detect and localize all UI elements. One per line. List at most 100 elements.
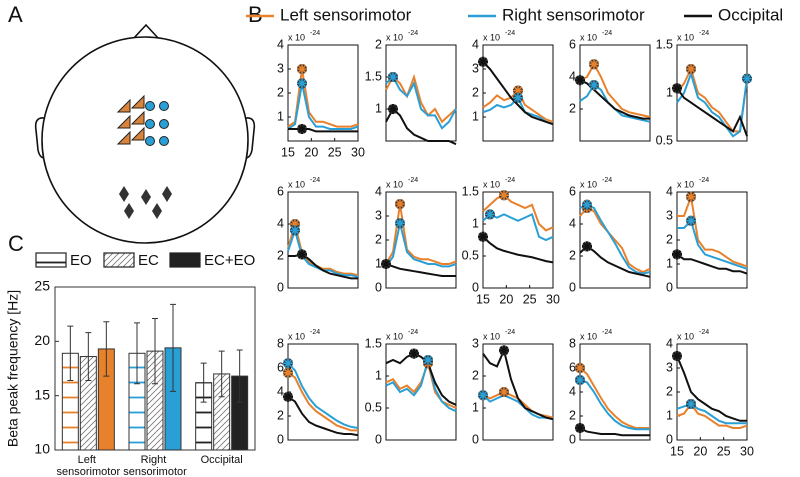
- x-tick-label: Left sensorimotor: [57, 454, 121, 477]
- peak-core: [478, 231, 488, 242]
- peak-marker: [513, 85, 523, 96]
- series-line: [385, 222, 457, 268]
- y-tick-label: 2: [472, 368, 479, 382]
- plot-frame: [676, 343, 748, 441]
- peak-marker: [499, 190, 509, 201]
- peak-core: [290, 219, 300, 229]
- peak-core: [283, 367, 293, 378]
- y-tick-label: 1.5: [656, 37, 673, 51]
- x-tick-label: 30: [351, 145, 365, 159]
- peak-marker: [686, 64, 696, 74]
- peak-core: [672, 83, 682, 94]
- peak-marker: [478, 390, 488, 401]
- y-tick-label: 6: [569, 360, 576, 374]
- peak-core: [686, 191, 696, 202]
- y-tick-label: 4: [277, 384, 284, 398]
- peak-core: [513, 92, 523, 103]
- series-line: [385, 352, 457, 406]
- error-bar: [103, 321, 110, 377]
- y-multiplier-exponent: -24: [408, 329, 418, 336]
- head-diagram: [34, 23, 256, 244]
- y-tick-label: 0: [277, 280, 284, 294]
- series-line: [677, 192, 748, 268]
- y-multiplier-exponent: -24: [505, 329, 515, 336]
- peak-marker: [575, 363, 585, 373]
- peak-core: [297, 78, 307, 89]
- y-tick-label: 4: [375, 184, 382, 198]
- y-tick-label: 3: [666, 360, 673, 374]
- peak-marker: [388, 104, 398, 114]
- peak-core: [478, 56, 488, 67]
- y-tick-label: 0.5: [656, 133, 673, 147]
- peak-core: [575, 75, 585, 86]
- plot-frame: [579, 343, 651, 441]
- peak-marker: [478, 56, 488, 67]
- x-tick-label: Right sensorimotor: [123, 454, 187, 477]
- peak-marker: [582, 241, 592, 252]
- peak-marker: [513, 92, 523, 103]
- peak-core: [582, 241, 592, 252]
- series-line: [385, 73, 457, 124]
- y-tick-label: 2: [375, 232, 382, 246]
- peak-marker: [575, 375, 585, 385]
- peak-marker: [485, 209, 495, 220]
- peak-core: [575, 375, 585, 385]
- y-multiplier-exponent: -24: [699, 177, 709, 184]
- peak-core: [499, 190, 509, 201]
- y-multiplier: x 10: [483, 179, 500, 189]
- y-tick-label: 2: [666, 384, 673, 398]
- peak-marker: [297, 64, 307, 74]
- peak-marker: [575, 75, 585, 86]
- y-multiplier-exponent: -24: [505, 30, 515, 37]
- y-multiplier: x 10: [483, 331, 500, 341]
- y-tick-label: 3: [277, 61, 284, 75]
- y-tick-label: 2: [569, 408, 576, 422]
- y-tick-label: 1.5: [365, 69, 382, 83]
- y-tick-label: 6: [277, 360, 284, 374]
- y-tick-label: 6: [569, 184, 576, 198]
- legend-label: EC+EO: [204, 252, 255, 269]
- series-line: [579, 367, 650, 429]
- y-tick-label: 6: [277, 184, 284, 198]
- occipital-electrodes: [119, 186, 172, 219]
- y-tick-label: 25: [34, 278, 50, 294]
- y-tick-label: 0: [569, 432, 576, 446]
- peak-core: [686, 64, 696, 74]
- peak-marker: [589, 59, 599, 70]
- error-bar: [218, 350, 225, 398]
- y-tick-label: 1: [666, 256, 673, 270]
- y-multiplier-exponent: -24: [310, 177, 320, 184]
- peak-marker: [499, 387, 509, 397]
- y-tick-label: 6: [569, 37, 576, 51]
- y-tick-label: 2: [666, 232, 673, 246]
- peak-core: [582, 199, 592, 210]
- y-tick-label: 3: [472, 61, 479, 75]
- y-tick-label: 3: [472, 336, 479, 350]
- series-line: [287, 83, 359, 130]
- peak-core: [672, 249, 682, 260]
- y-tick-label: 1: [375, 368, 382, 382]
- y-tick-label: 4: [666, 184, 673, 198]
- peak-core: [575, 363, 585, 373]
- legend-label: EO: [70, 252, 92, 269]
- peak-marker: [283, 358, 293, 369]
- peak-core: [478, 390, 488, 401]
- y-tick-label: 0.5: [462, 248, 479, 262]
- y-tick-label: 1: [277, 109, 284, 123]
- y-tick-label: 4: [277, 37, 284, 51]
- error-bar: [200, 362, 207, 403]
- peak-core: [395, 199, 405, 209]
- y-multiplier: x 10: [580, 331, 597, 341]
- series-line: [287, 395, 359, 437]
- legend-swatch: [169, 252, 201, 268]
- peak-core: [297, 124, 307, 134]
- y-tick-label: 1: [375, 256, 382, 270]
- error-bar: [152, 318, 158, 385]
- plot-frame: [385, 343, 457, 441]
- head: [41, 36, 249, 244]
- y-multiplier-exponent: -24: [310, 329, 320, 336]
- legend-label: Right sensorimotor: [502, 5, 645, 24]
- y-tick-label: 0: [277, 432, 284, 446]
- series-line: [385, 107, 457, 146]
- series-line: [385, 263, 456, 277]
